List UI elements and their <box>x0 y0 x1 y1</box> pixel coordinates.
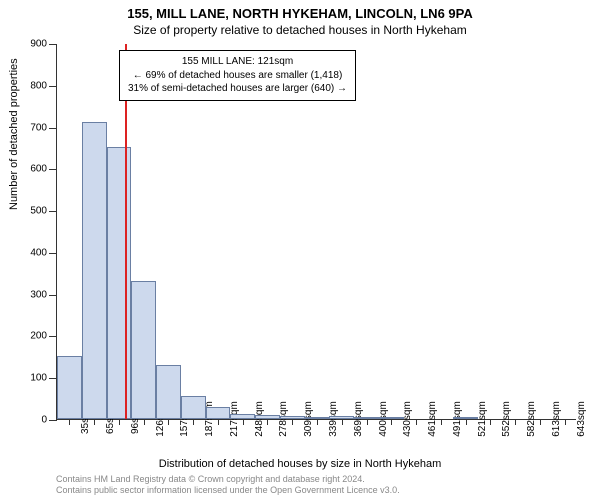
x-tick-label: 248sqm <box>246 401 265 437</box>
footer-line-1: Contains HM Land Registry data © Crown c… <box>56 474 580 485</box>
page-subtitle: Size of property relative to detached ho… <box>0 21 600 37</box>
x-tick <box>342 419 343 425</box>
y-tick-label: 600 <box>30 164 57 175</box>
y-axis-label: Number of detached properties <box>8 58 20 210</box>
x-tick <box>317 419 318 425</box>
property-info-box: 155 MILL LANE: 121sqm← 69% of detached h… <box>119 50 356 101</box>
y-tick-label: 200 <box>30 331 57 342</box>
x-tick-label: 400sqm <box>370 401 389 437</box>
x-tick <box>243 419 244 425</box>
x-tick <box>367 419 368 425</box>
info-box-line: 155 MILL LANE: 121sqm <box>128 55 347 69</box>
x-tick-label: 461sqm <box>419 401 438 437</box>
x-tick-label: 491sqm <box>444 401 463 437</box>
x-tick <box>267 419 268 425</box>
x-tick-label: 643sqm <box>568 401 587 437</box>
y-tick-label: 100 <box>30 373 57 384</box>
footer-attribution: Contains HM Land Registry data © Crown c… <box>56 474 580 497</box>
x-tick <box>515 419 516 425</box>
info-box-line: 31% of semi-detached houses are larger (… <box>128 82 347 96</box>
x-tick-label: 613sqm <box>543 401 562 437</box>
x-tick <box>540 419 541 425</box>
histogram-bar <box>82 122 107 419</box>
y-tick-label: 400 <box>30 247 57 258</box>
x-tick-label: 309sqm <box>295 401 314 437</box>
histogram-bar <box>131 281 156 419</box>
x-tick <box>144 419 145 425</box>
x-tick <box>466 419 467 425</box>
x-tick-label: 369sqm <box>345 401 364 437</box>
y-tick-label: 300 <box>30 289 57 300</box>
x-tick <box>292 419 293 425</box>
x-tick <box>416 419 417 425</box>
plot-area: 010020030040050060070080090035sqm65sqm96… <box>56 44 576 420</box>
x-tick <box>490 419 491 425</box>
x-tick-label: 339sqm <box>320 401 339 437</box>
y-tick-label: 0 <box>41 415 57 426</box>
x-tick-label: 430sqm <box>394 401 413 437</box>
x-tick <box>441 419 442 425</box>
histogram-chart: 010020030040050060070080090035sqm65sqm96… <box>56 44 576 420</box>
x-tick-label: 217sqm <box>221 401 240 437</box>
x-tick-label: 582sqm <box>518 401 537 437</box>
histogram-bar <box>107 147 132 419</box>
x-tick <box>168 419 169 425</box>
x-axis-label: Distribution of detached houses by size … <box>0 458 600 470</box>
x-tick-label: 521sqm <box>469 401 488 437</box>
y-tick-label: 800 <box>30 80 57 91</box>
x-tick-label: 278sqm <box>270 401 289 437</box>
page-title: 155, MILL LANE, NORTH HYKEHAM, LINCOLN, … <box>0 0 600 21</box>
x-tick <box>119 419 120 425</box>
info-box-line: ← 69% of detached houses are smaller (1,… <box>128 69 347 83</box>
footer-line-2: Contains public sector information licen… <box>56 485 580 496</box>
x-tick <box>391 419 392 425</box>
x-tick <box>193 419 194 425</box>
x-tick-label: 552sqm <box>493 401 512 437</box>
x-tick <box>69 419 70 425</box>
x-tick <box>565 419 566 425</box>
x-tick <box>218 419 219 425</box>
x-tick <box>94 419 95 425</box>
y-tick-label: 500 <box>30 206 57 217</box>
y-tick-label: 900 <box>30 39 57 50</box>
y-tick-label: 700 <box>30 122 57 133</box>
